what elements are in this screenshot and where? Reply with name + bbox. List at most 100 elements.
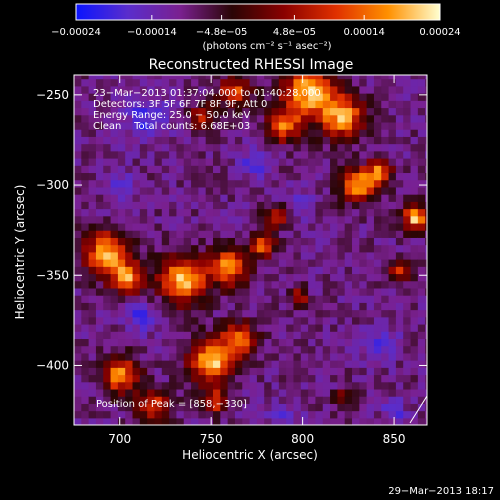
heatmap-cell	[139, 259, 148, 267]
heatmap-cell	[88, 323, 97, 332]
heatmap-cell	[388, 280, 397, 289]
heatmap-cell	[103, 194, 112, 202]
heatmap-cell	[286, 114, 295, 123]
heatmap-cell	[213, 309, 221, 318]
heatmap-cell	[117, 107, 126, 116]
heatmap-cell	[395, 403, 404, 412]
heatmap-cell	[322, 374, 331, 383]
heatmap-cell	[103, 93, 112, 101]
heatmap-cell	[169, 121, 178, 130]
heatmap-cell	[95, 121, 104, 130]
heatmap-cell	[242, 396, 251, 404]
heatmap-cell	[286, 323, 295, 332]
heatmap-cell	[337, 129, 346, 137]
heatmap-cell	[344, 266, 353, 275]
heatmap-cell	[278, 237, 287, 246]
heatmap-cell	[117, 222, 126, 231]
heatmap-cell	[220, 345, 229, 354]
heatmap-cell	[278, 388, 287, 397]
heatmap-cell	[264, 222, 273, 231]
heatmap-cell	[417, 114, 426, 123]
heatmap-cell	[366, 165, 375, 174]
heatmap-cell	[183, 302, 192, 311]
heatmap-cell	[264, 295, 273, 303]
heatmap-cell	[139, 302, 148, 311]
heatmap-cell	[278, 396, 287, 404]
heatmap-cell	[103, 338, 112, 347]
heatmap-cell	[81, 417, 90, 425]
heatmap-cell	[88, 345, 97, 354]
heatmap-cell	[213, 179, 221, 188]
heatmap-cell	[271, 316, 280, 325]
heatmap-cell	[132, 230, 141, 238]
heatmap-cell	[366, 388, 375, 397]
heatmap-cell	[344, 237, 353, 246]
heatmap-cell	[110, 338, 119, 347]
heatmap-cell	[337, 309, 346, 318]
y-axis-label: Heliocentric Y (arcsec)	[13, 185, 27, 320]
heatmap-cell	[300, 208, 309, 217]
heatmap-cell	[403, 215, 412, 224]
heatmap-cell	[388, 410, 397, 419]
heatmap-cell	[425, 360, 427, 368]
heatmap-cell	[183, 388, 192, 397]
heatmap-cell	[256, 150, 265, 159]
heatmap-cell	[352, 107, 360, 116]
heatmap-cell	[88, 100, 97, 109]
heatmap-cell	[103, 179, 112, 188]
heatmap-cell	[359, 75, 368, 80]
heatmap-cell	[161, 388, 170, 397]
heatmap-cell	[213, 331, 221, 340]
heatmap-cell	[388, 201, 397, 210]
heatmap-cell	[395, 388, 404, 397]
heatmap-cell	[227, 114, 236, 123]
heatmap-cell	[88, 93, 97, 101]
heatmap-cell	[117, 165, 126, 174]
heatmap-cell	[88, 129, 97, 137]
heatmap-cell	[293, 396, 302, 404]
heatmap-cell	[410, 129, 419, 137]
heatmap-cell	[242, 222, 251, 231]
heatmap-cell	[264, 367, 273, 376]
heatmap-cell	[293, 338, 302, 347]
heatmap-cell	[125, 136, 134, 145]
heatmap-cell	[249, 93, 258, 101]
heatmap-cell	[359, 93, 368, 101]
heatmap-cell	[169, 93, 178, 101]
heatmap-cell	[213, 266, 221, 275]
heatmap-cell	[403, 100, 412, 109]
heatmap-cell	[169, 222, 178, 231]
heatmap-cell	[249, 179, 258, 188]
heatmap-cell	[359, 194, 368, 202]
heatmap-cell	[176, 403, 185, 412]
heatmap-cell	[271, 331, 280, 340]
heatmap-cell	[154, 179, 163, 188]
heatmap-cell	[322, 107, 331, 116]
heatmap-cell	[234, 251, 243, 260]
heatmap-cell	[278, 194, 287, 202]
heatmap-cell	[110, 381, 119, 390]
heatmap-cell	[425, 215, 427, 224]
heatmap-cell	[110, 222, 119, 231]
heatmap-cell	[403, 345, 412, 354]
heatmap-cell	[417, 244, 426, 253]
heatmap-cell	[161, 403, 170, 412]
heatmap-cell	[425, 302, 427, 311]
heatmap-cell	[300, 194, 309, 202]
heatmap-cell	[373, 417, 382, 425]
heatmap-cell	[256, 360, 265, 368]
heatmap-cell	[132, 280, 141, 289]
heatmap-cell	[293, 316, 302, 325]
heatmap-cell	[293, 309, 302, 318]
heatmap-cell	[227, 273, 236, 282]
heatmap-cell	[403, 331, 412, 340]
heatmap-cell	[395, 165, 404, 174]
heatmap-cell	[132, 93, 141, 101]
heatmap-cell	[103, 208, 112, 217]
heatmap-cell	[139, 388, 148, 397]
heatmap-cell	[366, 381, 375, 390]
heatmap-cell	[169, 302, 178, 311]
heatmap-cell	[227, 201, 236, 210]
heatmap-cell	[132, 374, 141, 383]
heatmap-cell	[330, 352, 338, 361]
